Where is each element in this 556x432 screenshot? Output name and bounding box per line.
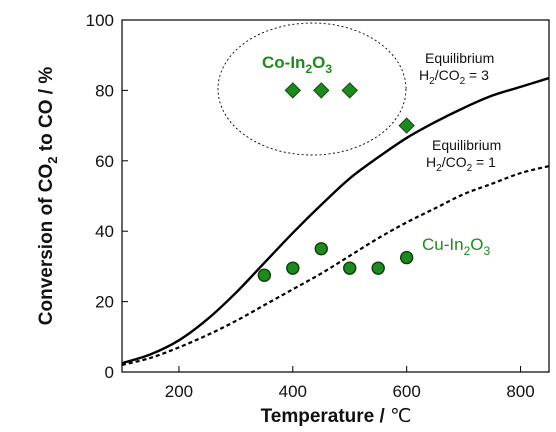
cu-in2o3-point [399, 250, 414, 265]
cu-in2o3-point [371, 261, 385, 275]
x-axis-title: Temperature / ℃ [261, 406, 412, 427]
co-in2o3-point [313, 82, 330, 99]
curve-label-ratio1-line2: H2/CO2 = 1 [426, 154, 496, 174]
curve-label-ratio1-line1: Equilibrium [432, 137, 501, 153]
y-tick-label: 100 [86, 11, 114, 30]
data-points [257, 82, 415, 282]
x-tick-label: 600 [392, 382, 420, 401]
y-tick-label: 60 [95, 152, 114, 171]
series-label-cu: Cu-In2O3 [422, 235, 491, 258]
co-in2o3-point [341, 82, 358, 99]
co-in2o3-point [398, 117, 415, 134]
cu-in2o3-point [343, 261, 357, 275]
cu-in2o3-point [286, 261, 300, 275]
y-tick-label: 40 [95, 222, 114, 241]
x-tick-label: 200 [165, 382, 193, 401]
x-tick-label: 800 [506, 382, 534, 401]
cu-in2o3-point [257, 268, 272, 282]
axis-ticks: 200 400 600 800 0 20 40 60 80 100 [86, 11, 535, 401]
y-tick-label: 20 [95, 293, 114, 312]
equilibrium-curves [121, 76, 550, 367]
co-group-ellipse [217, 22, 407, 156]
curve-label-ratio3-line2: H2/CO2 = 3 [419, 67, 489, 87]
y-tick-label: 80 [95, 81, 114, 100]
equilibrium-curve-ratio3 [121, 76, 550, 365]
y-axis-title: Conversion of CO2 to CO / % [36, 67, 60, 326]
co-in2o3-point [284, 82, 302, 99]
y-tick-label: 0 [105, 363, 114, 382]
plot-frame [121, 19, 550, 373]
cu-in2o3-point [314, 242, 328, 256]
series-label-co: Co-In2O3 [262, 53, 332, 76]
curve-label-ratio3-line1: Equilibrium [425, 50, 494, 66]
x-tick-label: 400 [279, 382, 307, 401]
